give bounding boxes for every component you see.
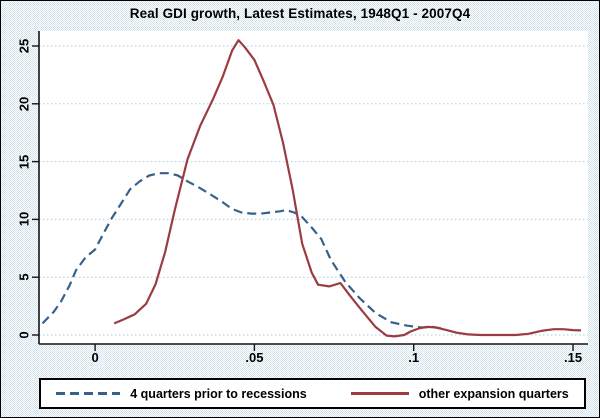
solid-line-sample [350, 392, 409, 395]
x-tick-label: .15 [563, 350, 583, 365]
y-tick-label: 10 [16, 212, 32, 227]
legend-item-solid: other expansion quarters [350, 386, 569, 401]
legend-label-solid: other expansion quarters [418, 386, 569, 401]
x-tick-label: .05 [245, 350, 264, 365]
series-line-0 [41, 172, 446, 331]
y-tick-label: 20 [16, 96, 32, 112]
y-tick-label: 0 [16, 331, 32, 339]
legend-label-dashed: 4 quarters prior to recessions [130, 386, 307, 401]
y-tick-label: 15 [16, 154, 32, 169]
legend-item-dashed: 4 quarters prior to recessions [56, 386, 307, 401]
plot-svg [32, 31, 588, 351]
legend-box: 4 quarters prior to recessions other exp… [39, 378, 586, 409]
dashed-line-sample [56, 392, 121, 395]
x-tick-label: .1 [408, 350, 420, 365]
chart-title: Real GDI growth, Latest Estimates, 1948Q… [129, 6, 471, 21]
series-line-1 [113, 39, 582, 338]
y-tick-label: 25 [16, 38, 32, 54]
y-tick-label: 5 [16, 273, 32, 281]
plot-area [32, 31, 588, 351]
x-tick-label: 0 [91, 350, 99, 365]
